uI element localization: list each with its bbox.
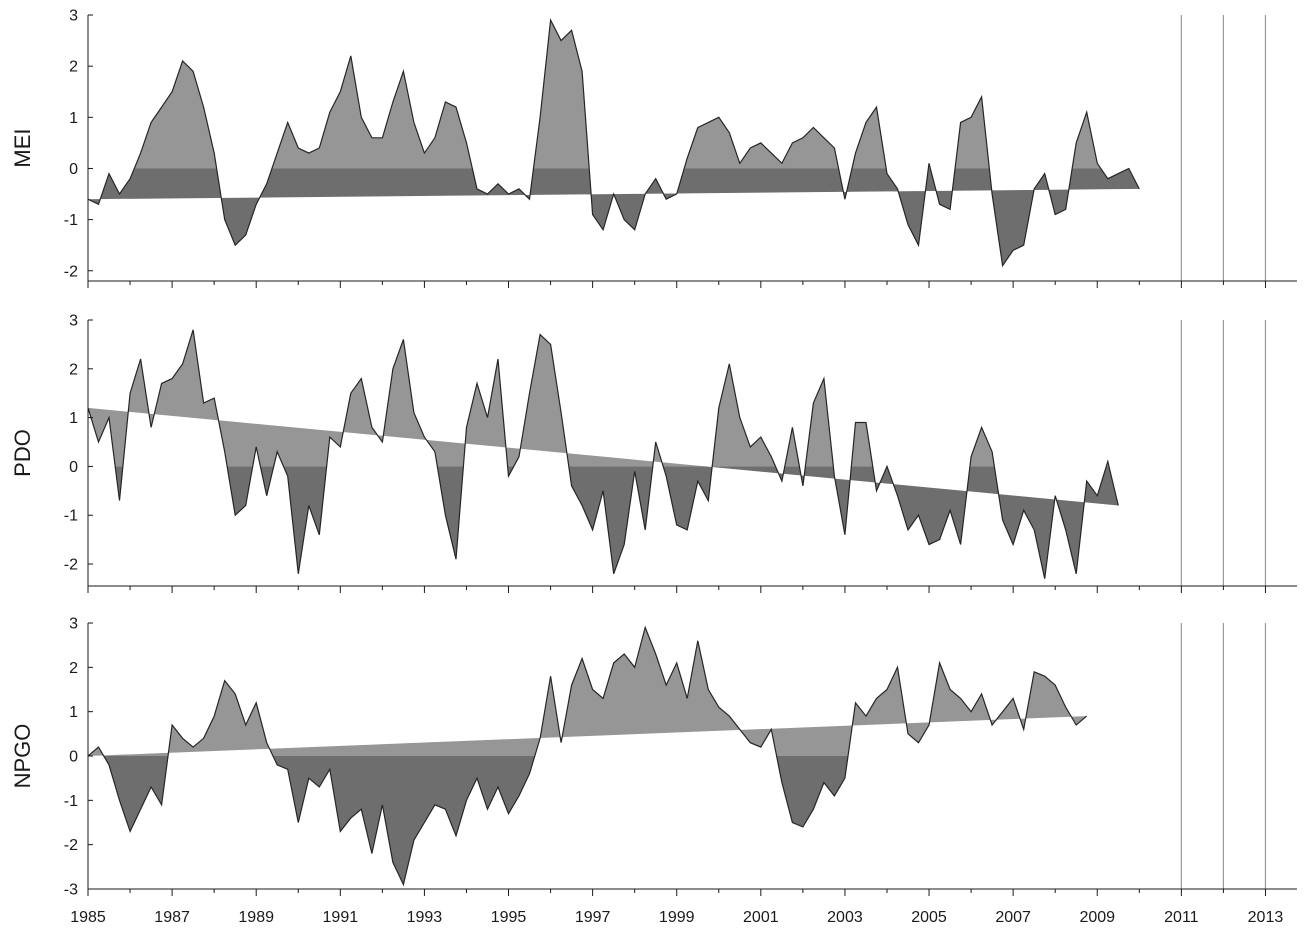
y-tick-label: -2 [64, 557, 78, 574]
y-tick-label: 0 [69, 161, 78, 178]
y-tick-label: 1 [69, 704, 78, 721]
x-tick-label: 1995 [491, 909, 527, 926]
x-tick-label: 1985 [70, 909, 106, 926]
y-tick-label: 2 [69, 660, 78, 677]
x-tick-label: 1997 [575, 909, 611, 926]
y-tick-label: 1 [69, 110, 78, 127]
x-tick-label: 2001 [743, 909, 779, 926]
y-tick-label: -1 [64, 508, 78, 525]
y-tick-label: 3 [69, 616, 78, 633]
area-positive-pdo [88, 329, 1109, 467]
x-tick-label: 2005 [911, 909, 947, 926]
x-tick-label: 1991 [323, 909, 359, 926]
x-tick-label: 2011 [1164, 909, 1199, 926]
y-tick-label: 3 [69, 313, 78, 330]
y-tick-label: -3 [64, 882, 78, 899]
y-axis-label: NPGO [10, 724, 35, 789]
series-line-pdo [88, 329, 1119, 579]
series-line-mei [88, 18, 1140, 268]
area-negative-pdo [115, 466, 1119, 579]
area-positive-npgo [88, 627, 1087, 756]
x-tick-label: 2007 [995, 909, 1031, 926]
x-tick-label: 2009 [1079, 909, 1115, 926]
x-tick-label: 2013 [1248, 909, 1284, 926]
x-tick-label: 2003 [827, 909, 863, 926]
y-tick-label: 0 [69, 749, 78, 766]
y-tick-label: 2 [69, 361, 78, 378]
x-tick-label: 1999 [659, 909, 695, 926]
area-negative-npgo [88, 756, 849, 885]
area-negative-mei [88, 168, 1140, 266]
x-tick-label: 1989 [238, 909, 274, 926]
y-axis-label: PDO [10, 429, 35, 477]
y-tick-label: -1 [64, 212, 78, 229]
y-tick-label: 3 [69, 8, 78, 25]
panel-pdo: -2 -1 0 1 2 3 PDO [10, 313, 1297, 593]
y-tick-label: -2 [64, 837, 78, 854]
y-tick-label: 2 [69, 59, 78, 76]
x-tick-label: 1993 [407, 909, 443, 926]
series-line-npgo [88, 625, 1088, 887]
y-axis-label: MEI [10, 128, 35, 167]
y-tick-label: 0 [69, 459, 78, 476]
y-tick-label: -2 [64, 263, 78, 280]
panel-npgo: -3 -2 -1 0 1 2 3 1985 1987 1989 1991 1993 1995 1997 19… [10, 616, 1297, 926]
x-tick-label: 1987 [154, 909, 190, 926]
y-tick-label: -1 [64, 793, 78, 810]
panel-mei: -2 -1 0 1 2 3 MEI [10, 8, 1297, 288]
y-tick-label: 1 [69, 410, 78, 427]
